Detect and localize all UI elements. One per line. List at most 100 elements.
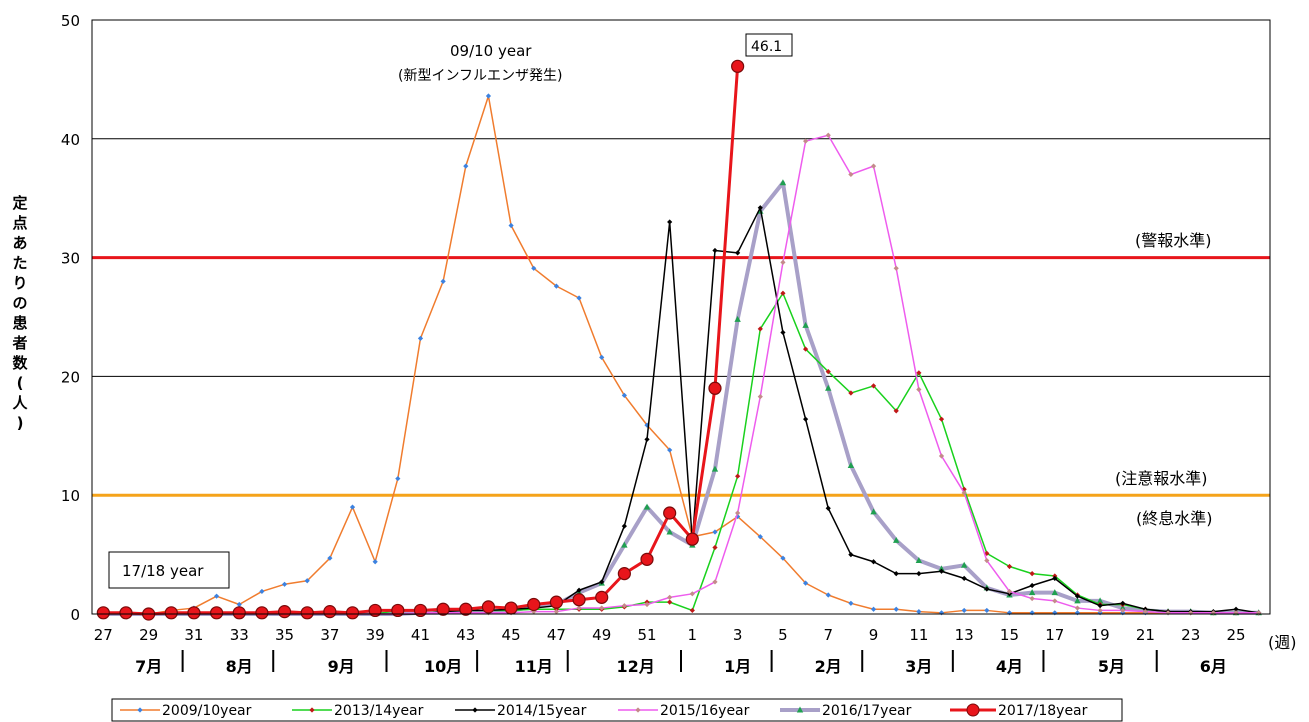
data-point: [595, 590, 609, 604]
legend-marker: [635, 707, 641, 713]
data-point: [327, 555, 333, 561]
data-point: [780, 259, 786, 265]
month-label: 2月: [815, 657, 842, 676]
data-point: [961, 575, 967, 581]
data-point: [1097, 603, 1103, 609]
data-point: [685, 532, 699, 546]
data-point: [1006, 588, 1013, 595]
data-point: [712, 247, 718, 254]
data-point: [731, 59, 745, 73]
data-point: [300, 606, 314, 620]
x-tick-label: 33: [230, 626, 249, 644]
month-label: 11月: [515, 657, 553, 676]
data-point: [984, 607, 990, 614]
data-point: [504, 601, 518, 615]
data-point: [916, 609, 922, 615]
y-tick-label: 0: [70, 606, 80, 624]
data-point: [576, 295, 582, 301]
data-point: [1119, 604, 1126, 611]
legend: 2009/10year 2013/14year 2014/15year 2015/16…: [120, 703, 1088, 719]
data-point: [825, 505, 831, 511]
series-2016/17year: [100, 179, 1262, 617]
data-point: [640, 552, 654, 566]
x-tick-label: 17: [1045, 626, 1064, 644]
data-point: [1029, 582, 1035, 589]
data-point: [1029, 610, 1035, 616]
data-point: [164, 606, 178, 620]
data-point: [848, 390, 854, 396]
data-point: [757, 326, 763, 332]
x-tick-label: 15: [1000, 626, 1019, 644]
data-point: [259, 588, 265, 595]
level-warning-label: (注意報水準): [1115, 469, 1208, 488]
data-point: [527, 597, 541, 612]
data-point: [984, 586, 990, 592]
level-alert-label: (警報水準): [1135, 231, 1212, 250]
x-tick-label: 21: [1136, 626, 1155, 644]
data-point: [213, 593, 220, 599]
data-point: [576, 605, 582, 611]
data-point: [757, 534, 763, 540]
data-point: [663, 506, 677, 520]
data-point: [440, 278, 446, 284]
data-point: [576, 587, 582, 593]
data-point: [802, 346, 809, 352]
data-point: [1029, 571, 1035, 577]
data-point: [825, 592, 831, 598]
series-2014/15year: [100, 205, 1262, 617]
data-point: [349, 504, 356, 510]
month-label: 10月: [424, 657, 462, 676]
data-point: [485, 93, 492, 99]
x-tick-label: 19: [1091, 626, 1110, 644]
y-tick-label: 50: [61, 12, 80, 30]
data-point: [735, 513, 741, 520]
data-point: [395, 475, 401, 482]
data-point: [1074, 597, 1081, 604]
data-point: [712, 529, 718, 535]
x-tick-label: 39: [366, 626, 385, 644]
data-point: [938, 610, 945, 616]
data-point: [1006, 610, 1013, 616]
data-point: [391, 603, 405, 618]
data-point: [599, 354, 605, 360]
data-point: [893, 408, 899, 414]
data-point: [712, 544, 718, 551]
series-2013/14year: [100, 290, 1262, 617]
data-point: [667, 219, 673, 225]
data-point: [323, 605, 337, 619]
data-point: [508, 222, 514, 229]
data-point: [1120, 607, 1126, 614]
data-point: [870, 606, 877, 612]
month-label: 12月: [617, 657, 655, 676]
data-point: [345, 606, 360, 620]
legend-marker: [796, 706, 804, 713]
x-tick-label: 27: [94, 626, 113, 644]
data-point: [870, 383, 877, 389]
data-point: [961, 490, 967, 496]
data-point: [1233, 606, 1239, 612]
data-point: [255, 606, 269, 620]
data-point: [779, 179, 787, 186]
x-tick-label: 41: [411, 626, 430, 644]
level-end-label: (終息水準): [1136, 509, 1213, 528]
data-point: [667, 447, 673, 453]
legend-marker: [309, 707, 315, 713]
data-point: [599, 579, 605, 585]
data-point: [187, 606, 201, 620]
x-tick-label: 25: [1226, 626, 1245, 644]
y-tick-label: 10: [61, 487, 80, 505]
x-tick-label: 23: [1181, 626, 1200, 644]
data-point: [848, 600, 854, 606]
data-point: [599, 605, 605, 611]
data-point: [916, 370, 922, 376]
data-point: [825, 132, 831, 138]
data-point: [413, 603, 428, 618]
month-label: 6月: [1200, 657, 1227, 676]
data-point: [847, 462, 855, 468]
data-point: [621, 603, 627, 609]
data-point: [735, 510, 741, 516]
data-point: [1142, 609, 1149, 615]
y-tick-label: 20: [61, 368, 80, 386]
month-label: 3月: [905, 657, 932, 676]
